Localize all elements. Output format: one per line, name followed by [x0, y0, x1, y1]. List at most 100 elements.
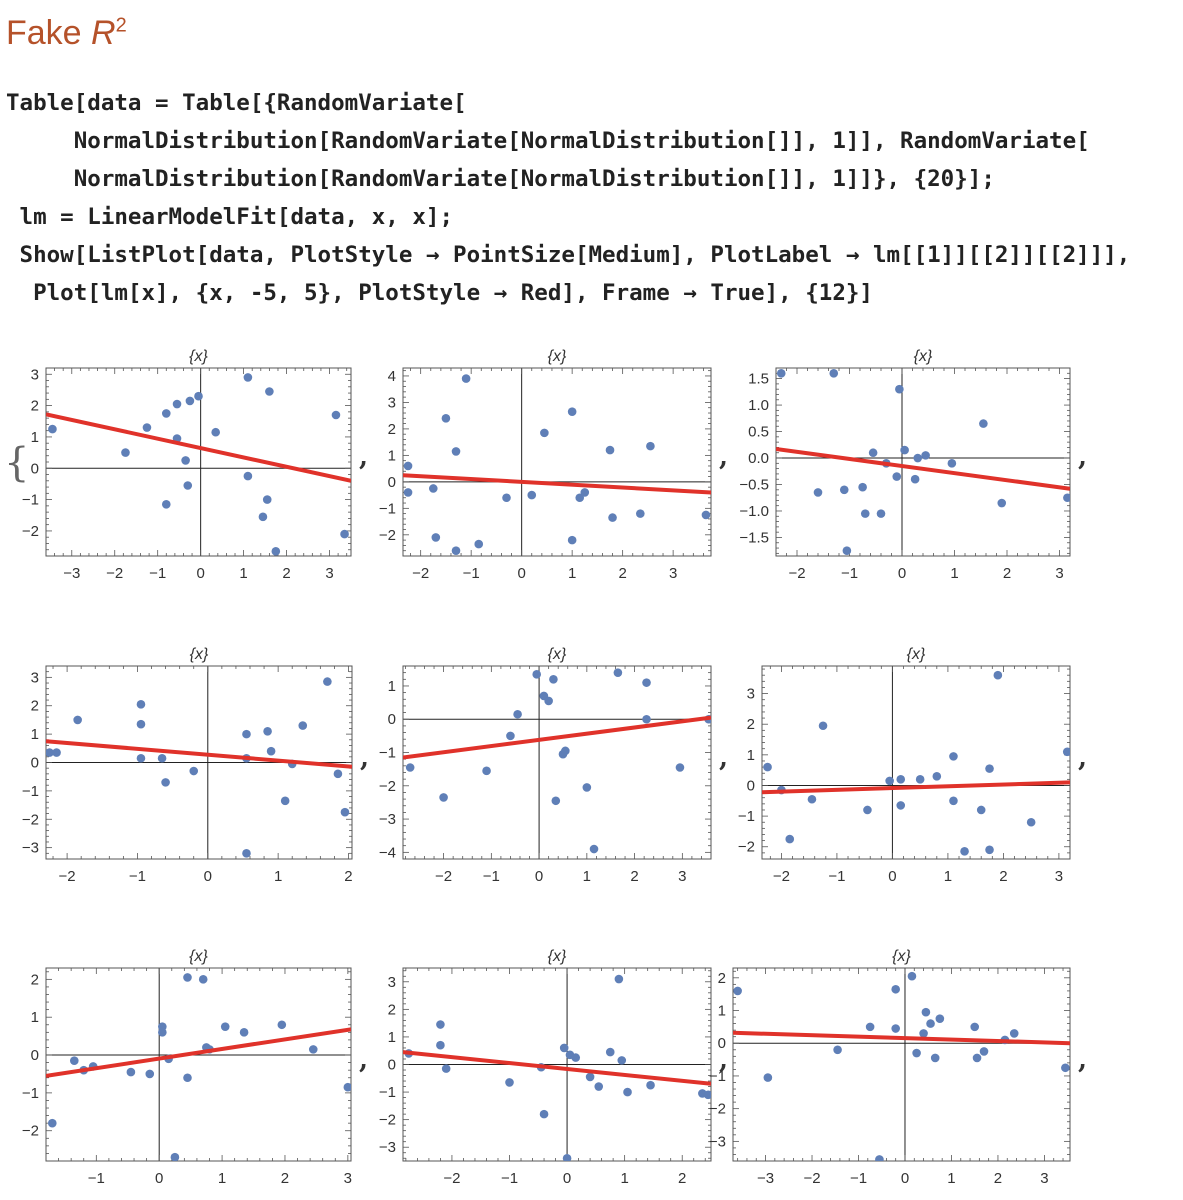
- plot-7: −1 0 1 2 3 −2 −1 0 1 2 {x}: [22, 948, 352, 1187]
- code-line-6: Plot[lm[x], {x, -5, 5}, PlotStyle → Red]…: [6, 280, 873, 306]
- y-tick-label: 1: [31, 429, 39, 446]
- plot-8: −2 −1 0 1 2 −3 −2 −1 0 1 2 3 {x}: [379, 948, 712, 1187]
- data-point: [242, 849, 251, 858]
- data-point: [136, 700, 146, 709]
- y-tick-label: 1: [388, 1029, 396, 1046]
- data-point: [431, 533, 441, 542]
- data-point: [262, 495, 272, 504]
- data-point: [161, 409, 171, 418]
- data-point: [567, 535, 577, 545]
- x-tick-label: 0: [535, 868, 543, 885]
- x-tick-label: −1: [149, 565, 166, 582]
- data-point: [776, 368, 786, 378]
- data-point: [860, 509, 870, 518]
- data-point: [605, 445, 615, 455]
- data-point: [513, 709, 522, 719]
- data-point: [441, 1064, 451, 1073]
- data-point: [763, 762, 772, 772]
- plot-4-body: −2 −1 0 1 2 −3 −2 −1 0 1 2 3 {x}: [22, 646, 353, 885]
- x-tick-label: −2: [773, 868, 790, 885]
- plot-3: −2 −1 0 1 2 3 −1.5 −1.0 −0.5 0.0 0.5 1.0 1.5 {x}: [739, 348, 1071, 582]
- input-code-cell[interactable]: Table[data = Table[{RandomVariate[ Norma…: [6, 84, 1130, 312]
- output-separator: ,: [719, 442, 729, 472]
- x-tick-label: −2: [788, 565, 805, 582]
- y-tick-label: 0: [388, 1057, 396, 1074]
- y-tick-label: −0.5: [739, 477, 769, 494]
- data-point: [900, 445, 909, 455]
- data-point: [532, 670, 542, 679]
- x-tick-label: 0: [888, 868, 896, 885]
- x-tick-label: −1: [483, 868, 500, 885]
- data-point: [1063, 493, 1070, 503]
- code-line-2: NormalDistribution[RandomVariate[NormalD…: [6, 128, 1090, 154]
- data-point: [544, 696, 553, 706]
- data-point: [1062, 747, 1070, 757]
- data-point: [675, 763, 685, 772]
- data-point: [985, 845, 994, 855]
- data-point: [48, 424, 57, 434]
- data-point: [585, 1072, 595, 1082]
- y-tick-label: 2: [388, 421, 396, 438]
- plot-title: {x}: [907, 646, 926, 663]
- plot-9-body: −3 −2 −1 0 1 2 3 −3 −2 −1 0 1 2 {x}: [709, 948, 1071, 1187]
- x-tick-label: 1: [583, 868, 591, 885]
- data-point: [608, 513, 617, 522]
- plot-8-body: −2 −1 0 1 2 −3 −2 −1 0 1 2 3 {x}: [379, 948, 712, 1187]
- x-tick-label: −2: [803, 1170, 820, 1187]
- data-point: [892, 472, 902, 481]
- data-point: [589, 844, 599, 854]
- data-point: [243, 373, 253, 382]
- data-point: [474, 539, 484, 549]
- y-tick-label: 4: [388, 368, 396, 385]
- plot-frame: [45, 967, 352, 1162]
- data-point: [441, 414, 451, 423]
- plot-frame: [732, 967, 1071, 1162]
- y-tick-label: 3: [31, 366, 39, 383]
- y-tick-label: −1: [22, 783, 39, 800]
- data-point: [271, 547, 281, 556]
- data-point: [896, 801, 906, 810]
- data-point: [785, 834, 795, 844]
- data-point: [970, 1022, 980, 1032]
- x-tick-label: 1: [950, 565, 958, 582]
- plot-9: −3 −2 −1 0 1 2 3 −3 −2 −1 0 1 2 {x}: [709, 948, 1071, 1187]
- fit-line: [403, 473, 711, 495]
- data-point: [985, 764, 994, 773]
- title-variable: R: [91, 14, 116, 52]
- data-point: [170, 1152, 180, 1161]
- y-tick-label: 0: [388, 711, 396, 728]
- data-point: [763, 1073, 773, 1082]
- plot-data-area: [403, 668, 711, 854]
- x-tick-label: 1: [274, 868, 282, 885]
- data-point: [220, 1022, 230, 1031]
- data-point: [323, 677, 332, 686]
- plot-3-body: −2 −1 0 1 2 3 −1.5 −1.0 −0.5 0.0 0.5 1.0 1.5 {x}: [739, 348, 1071, 582]
- plot-data-area: [403, 974, 711, 1161]
- data-point: [885, 776, 894, 786]
- plot-data-area: [46, 973, 351, 1161]
- output-separator: ,: [1078, 1044, 1088, 1075]
- y-tick-label: 3: [31, 669, 39, 686]
- data-point: [921, 1007, 931, 1017]
- data-point: [858, 482, 867, 492]
- data-point: [308, 1045, 318, 1054]
- data-point: [428, 484, 438, 493]
- fit-line: [733, 1030, 1070, 1046]
- y-tick-label: −1: [379, 500, 396, 517]
- y-tick-label: 1.5: [748, 371, 769, 388]
- data-point: [551, 796, 561, 806]
- x-tick-label: −1: [129, 868, 146, 885]
- plot-data-area: [762, 670, 1070, 856]
- x-tick-label: −2: [412, 565, 429, 582]
- x-tick-label: 1: [239, 565, 247, 582]
- output-separator: ,: [719, 1044, 729, 1075]
- data-point: [580, 488, 590, 497]
- data-point: [46, 748, 54, 757]
- y-tick-label: −2: [22, 523, 39, 540]
- data-point: [194, 391, 203, 401]
- data-point: [183, 481, 193, 490]
- data-point: [340, 807, 350, 817]
- data-point: [919, 1029, 928, 1038]
- y-tick-label: −2: [379, 778, 396, 795]
- x-tick-label: 0: [204, 868, 212, 885]
